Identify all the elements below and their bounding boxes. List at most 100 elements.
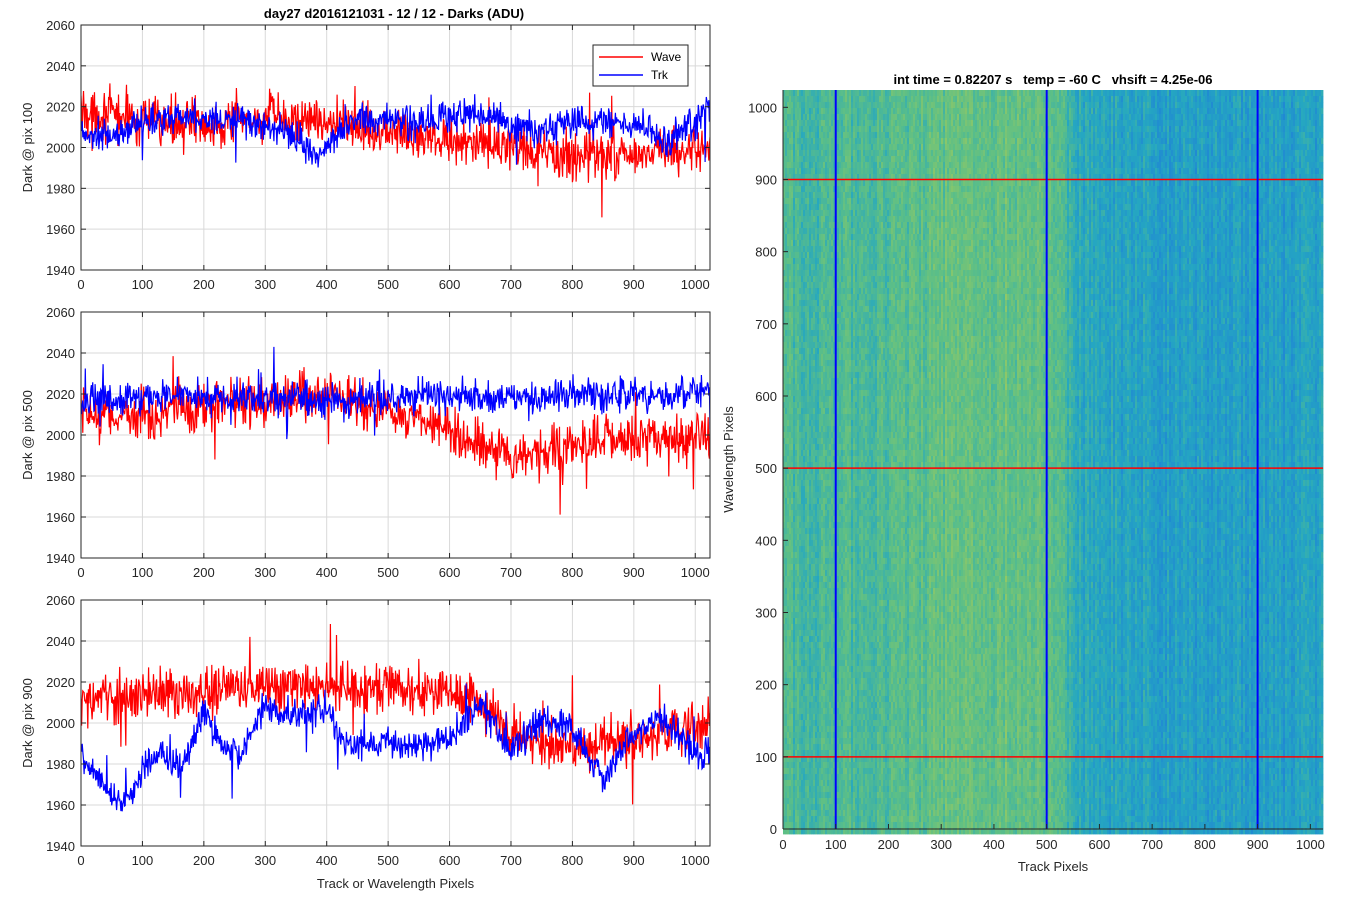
y-tick-label: 2020 (46, 100, 75, 115)
x-tick-label: 1000 (681, 565, 710, 580)
y-tick-label: 900 (755, 172, 777, 187)
series-trk-line (81, 94, 710, 168)
x-tick-label: 300 (254, 277, 276, 292)
y-tick-label: 1940 (46, 263, 75, 278)
y-tick-label: 1980 (46, 757, 75, 772)
x-tick-label: 700 (1141, 837, 1163, 852)
x-tick-label: 800 (562, 565, 584, 580)
y-tick-label: 300 (755, 605, 777, 620)
x-tick-label: 700 (500, 277, 522, 292)
x-tick-label: 700 (500, 565, 522, 580)
line-chart-pix100: 0 100 200 300 400 500 600 700 800 900 1000 1940 1960… (20, 18, 711, 292)
y-tick-label: 1960 (46, 510, 75, 525)
y-tick-label: 1940 (46, 551, 75, 566)
y-tick-label: 1980 (46, 469, 75, 484)
y-tick-label: 2000 (46, 428, 75, 443)
y-axis-label: Wavelength Pixels (721, 406, 736, 513)
series-wave-line (81, 356, 710, 515)
x-tick-label: 0 (77, 565, 84, 580)
x-tick-label: 300 (254, 565, 276, 580)
x-tick-label: 400 (316, 565, 338, 580)
x-tick-label: 200 (193, 277, 215, 292)
y-axis-label: Dark @ pix 100 (20, 103, 35, 193)
x-tick-label: 100 (132, 853, 154, 868)
y-tick-label: 2000 (46, 141, 75, 156)
y-tick-label: 2040 (46, 59, 75, 74)
x-tick-label: 400 (983, 837, 1005, 852)
x-tick-label: 200 (193, 853, 215, 868)
y-tick-label: 2040 (46, 346, 75, 361)
y-tick-label: 2020 (46, 675, 75, 690)
y-tick-label: 100 (755, 750, 777, 765)
x-tick-label: 200 (193, 565, 215, 580)
line-chart-pix900: 0 100 200 300 400 500 600 700 800 900 1000 1940 1960… (20, 593, 711, 891)
y-tick-label: 1960 (46, 798, 75, 813)
x-tick-label: 500 (377, 277, 399, 292)
heatmap-image: 0 100 200 300 400 500 600 700 800 900 1000 0 100 200 3… (721, 72, 1325, 874)
x-tick-label: 900 (1247, 837, 1269, 852)
x-tick-label: 600 (439, 565, 461, 580)
x-tick-label: 800 (562, 853, 584, 868)
x-tick-label: 700 (500, 853, 522, 868)
x-axis-label: Track or Wavelength Pixels (317, 876, 475, 891)
x-tick-label: 300 (930, 837, 952, 852)
x-tick-label: 0 (77, 277, 84, 292)
series-trk-line (81, 683, 710, 812)
x-tick-label: 400 (316, 277, 338, 292)
y-tick-label: 2060 (46, 593, 75, 608)
y-tick-label: 800 (755, 245, 777, 260)
x-tick-label: 0 (77, 853, 84, 868)
y-tick-label: 500 (755, 461, 777, 476)
y-tick-label: 1000 (748, 100, 777, 115)
legend-box (592, 44, 689, 87)
y-tick-label: 1940 (46, 839, 75, 854)
y-tick-label: 2020 (46, 387, 75, 402)
heatmap-pixels (783, 90, 1324, 835)
x-tick-label: 1000 (681, 853, 710, 868)
x-tick-label: 800 (562, 277, 584, 292)
figure-title: day27 d2016121031 - 12 / 12 - Darks (ADU… (264, 6, 524, 21)
series-trk-line (81, 346, 710, 440)
y-tick-label: 600 (755, 389, 777, 404)
x-tick-label: 1000 (1296, 837, 1325, 852)
x-tick-label: 100 (132, 277, 154, 292)
x-tick-label: 900 (623, 565, 645, 580)
y-tick-label: 700 (755, 317, 777, 332)
heatmap-title: int time = 0.82207 s temp = -60 C vhsift… (893, 72, 1212, 87)
y-axis-label: Dark @ pix 900 (20, 678, 35, 768)
y-tick-label: 1960 (46, 222, 75, 237)
x-tick-label: 100 (825, 837, 847, 852)
x-tick-label: 400 (316, 853, 338, 868)
x-axis-label: Track Pixels (1018, 859, 1089, 874)
series-wave-line (81, 83, 710, 218)
x-tick-label: 500 (377, 853, 399, 868)
x-tick-label: 900 (623, 277, 645, 292)
y-tick-label: 2040 (46, 634, 75, 649)
x-tick-label: 200 (878, 837, 900, 852)
series-wave-line (81, 623, 710, 805)
y-tick-label: 0 (770, 822, 777, 837)
x-tick-label: 1000 (681, 277, 710, 292)
y-tick-label: 2000 (46, 716, 75, 731)
x-tick-label: 0 (779, 837, 786, 852)
y-tick-label: 200 (755, 678, 777, 693)
legend-entry-trk: Trk (651, 68, 669, 82)
x-tick-label: 500 (1036, 837, 1058, 852)
y-tick-label: 2060 (46, 18, 75, 33)
legend-entry-wave: Wave (651, 50, 682, 64)
x-tick-label: 500 (377, 565, 399, 580)
x-tick-label: 600 (1089, 837, 1111, 852)
x-tick-label: 800 (1194, 837, 1216, 852)
x-tick-label: 900 (623, 853, 645, 868)
y-tick-label: 1980 (46, 181, 75, 196)
line-chart-pix500: 0 100 200 300 400 500 600 700 800 900 1000 1940 1960… (20, 305, 711, 580)
y-tick-label: 2060 (46, 305, 75, 320)
x-tick-label: 100 (132, 565, 154, 580)
y-tick-label: 400 (755, 533, 777, 548)
x-tick-label: 600 (439, 277, 461, 292)
x-tick-label: 300 (254, 853, 276, 868)
x-tick-label: 600 (439, 853, 461, 868)
legend: Wave Trk (592, 44, 689, 87)
y-axis-label: Dark @ pix 500 (20, 390, 35, 480)
